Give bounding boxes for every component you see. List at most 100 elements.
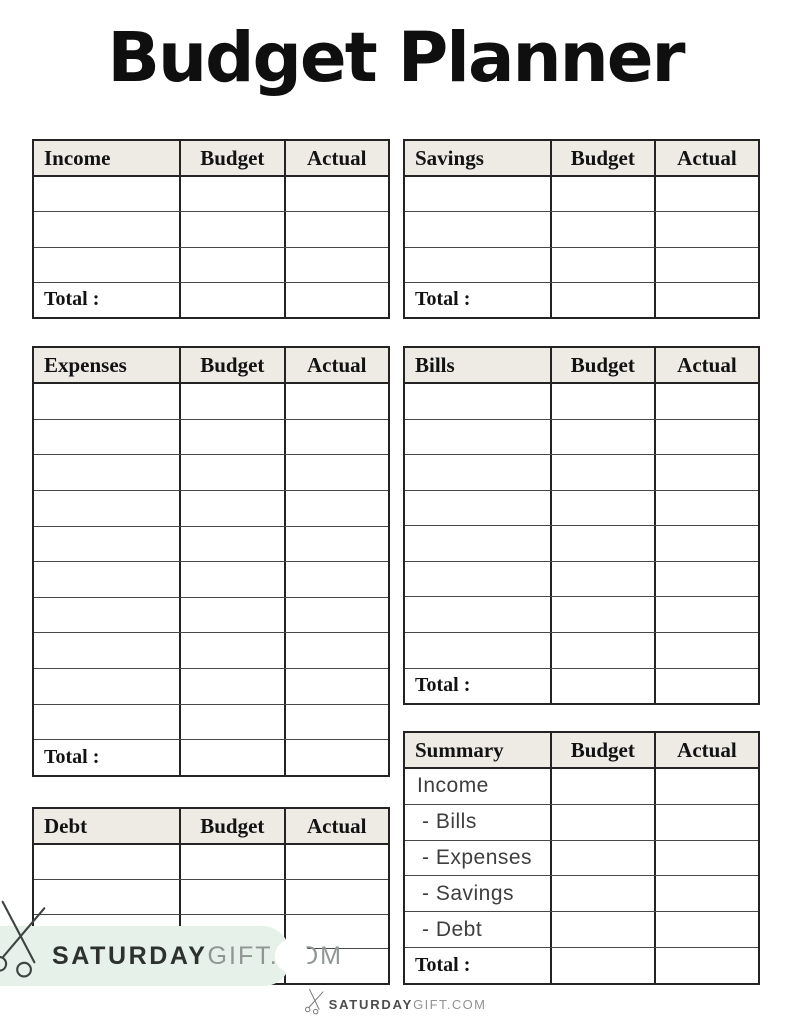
budget-cell [179, 845, 283, 879]
table-row [405, 489, 758, 526]
actual-cell [283, 212, 388, 247]
actual-cell [653, 840, 758, 876]
column-header-actual: Actual [283, 348, 388, 382]
column-header-budget: Budget [179, 809, 283, 843]
budget-cell [549, 597, 654, 632]
actual-cell [283, 419, 388, 455]
budget-cell [549, 876, 654, 912]
table-header-row: Income Budget Actual [34, 141, 388, 177]
table-row [405, 525, 758, 561]
row-label [34, 177, 179, 211]
scissors-icon [304, 988, 324, 1015]
row-label [405, 562, 550, 597]
table-row [405, 596, 758, 632]
budget-cell [179, 212, 283, 247]
actual-cell [283, 526, 388, 562]
row-label: - Savings [422, 881, 515, 905]
budget-cell [549, 177, 654, 212]
actual-cell [283, 845, 388, 879]
column-header-budget: Budget [179, 141, 283, 175]
budget-cell [179, 384, 283, 419]
budget-cell [179, 597, 283, 633]
scissors-icon [0, 900, 46, 978]
column-header-actual: Actual [283, 141, 388, 175]
actual-cell [283, 384, 388, 419]
actual-cell [283, 455, 388, 490]
table-row [405, 177, 758, 212]
column-header-actual: Actual [653, 141, 758, 175]
table-row [34, 596, 388, 633]
actual-cell [653, 561, 758, 597]
footer-name-secondary: GIFT.COM [413, 996, 487, 1012]
table-header-row: Expenses Budget Actual [34, 348, 388, 384]
row-label [34, 491, 179, 526]
table-header-row: Summary Budget Actual [405, 733, 758, 769]
row-label [34, 705, 179, 740]
budget-cell [549, 526, 654, 561]
actual-cell [283, 633, 388, 669]
row-label [34, 527, 179, 562]
column-header-budget: Budget [549, 141, 654, 175]
column-header-budget: Budget [549, 348, 654, 382]
actual-cell [653, 597, 758, 632]
row-label: - Bills [422, 810, 477, 834]
actual-cell [283, 247, 388, 282]
actual-total-cell [653, 668, 758, 704]
row-label [34, 598, 179, 633]
table-title: Income [44, 145, 111, 170]
table-row [34, 177, 388, 212]
actual-cell [653, 455, 758, 490]
table-row [34, 211, 388, 247]
income-table: Income Budget Actual Total : [32, 139, 390, 319]
budget-cell [549, 419, 654, 455]
row-label: Income [417, 774, 489, 798]
row-label [34, 455, 179, 490]
expenses-table: Expenses Budget Actual Total : [32, 346, 390, 777]
budget-cell [179, 879, 283, 914]
summary-table: Summary Budget Actual Income - Bills - Expens… [403, 731, 760, 985]
row-label [34, 562, 179, 597]
budget-cell [549, 561, 654, 597]
table-row [34, 246, 388, 282]
table-row [34, 561, 388, 597]
actual-cell [653, 212, 758, 247]
total-row: Total : [34, 281, 388, 317]
actual-total-cell [283, 740, 388, 776]
brand-wordmark: SATURDAYGIFT.COM [52, 942, 343, 971]
table-row: - Expenses [405, 839, 758, 876]
row-label: - Expenses [422, 846, 533, 870]
row-label [34, 420, 179, 455]
budget-cell [179, 704, 283, 740]
row-label: - Debt [422, 917, 483, 941]
column-header-actual: Actual [283, 809, 388, 843]
row-label [405, 212, 550, 246]
table-row [34, 489, 388, 526]
column-header-budget: Budget [179, 348, 283, 382]
bills-table: Bills Budget Actual Total : [403, 346, 760, 705]
table-row [405, 418, 758, 455]
total-row: Total : [405, 947, 758, 983]
row-label [34, 248, 179, 282]
row-label [34, 669, 179, 704]
budget-cell [549, 769, 654, 804]
row-label [405, 248, 550, 282]
budget-cell [549, 455, 654, 490]
table-header-row: Bills Budget Actual [405, 348, 758, 384]
actual-cell [283, 597, 388, 633]
budget-cell [549, 247, 654, 282]
total-row: Total : [405, 281, 758, 317]
budget-cell [549, 632, 654, 668]
table-title: Savings [415, 145, 484, 170]
budget-cell [179, 562, 283, 597]
row-label [34, 845, 179, 879]
table-body: Total : [34, 384, 388, 776]
budget-cell [179, 419, 283, 455]
row-label [405, 633, 550, 668]
actual-cell [653, 876, 758, 912]
actual-cell [653, 177, 758, 212]
budget-total-cell [549, 668, 654, 704]
budget-total-cell [549, 948, 654, 983]
table-row [405, 384, 758, 419]
budget-cell [179, 490, 283, 526]
total-label: Total : [415, 288, 471, 311]
